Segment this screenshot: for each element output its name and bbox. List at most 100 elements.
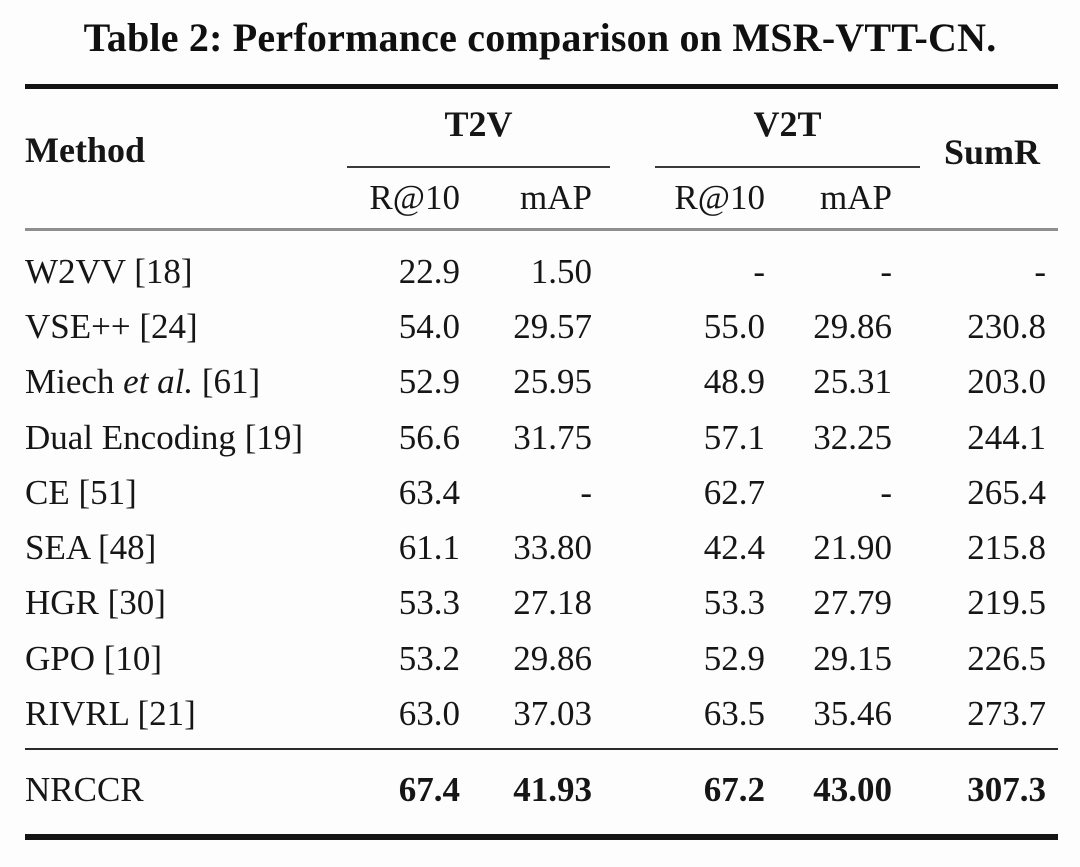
method-cell: W2VV [18] [25, 252, 310, 292]
sumr-cell: 273.7 [967, 694, 1046, 734]
method-citation: [18] [134, 251, 193, 291]
v2t-r10-cell: - [753, 251, 765, 291]
v2t-map-cell: 32.25 [813, 417, 892, 457]
v2t-map-cell: - [880, 251, 892, 291]
t2v-map-cell: 37.03 [513, 694, 592, 734]
method-cell: SEA [48] [25, 528, 310, 568]
table-row: CE [51] 63.4 - 62.7 - 265.4 [25, 465, 1046, 520]
method-cell: RIVRL [21] [25, 694, 310, 734]
method-cell: HGR [30] [25, 583, 310, 623]
sumr-cell: 226.5 [967, 638, 1046, 678]
header-t2v-map: mAP [520, 178, 592, 217]
method-cell: GPO [10] [25, 639, 310, 679]
top-rule [25, 84, 1058, 89]
t2v-map-cell: - [580, 472, 592, 512]
sumr-cell: 203.0 [967, 362, 1046, 402]
method-cell: Miech et al. [61] [25, 362, 310, 402]
v2t-r10-cell: 52.9 [703, 638, 765, 678]
header-group-t2v-label: T2V [444, 104, 513, 144]
t2v-r10-cell: 22.9 [398, 251, 460, 291]
v2t-r10-cell: 42.4 [703, 528, 765, 568]
t2v-map-cell: 25.95 [513, 362, 592, 402]
method-name: HGR [25, 583, 108, 623]
table-caption: Table 2: Performance comparison on MSR-V… [83, 15, 997, 60]
t2v-map-cell: 41.93 [513, 770, 592, 809]
t2v-r10-cell: 63.4 [398, 472, 460, 512]
table-header: Method T2V V2T SumR R@10 mAP R@10 mAP [25, 90, 1046, 230]
sumr-cell: - [1034, 251, 1046, 291]
method-citation: [51] [78, 472, 137, 512]
t2v-map-cell: 29.86 [513, 638, 592, 678]
bottom-rule [25, 834, 1058, 840]
sumr-cell: 244.1 [967, 417, 1046, 457]
table-row: Dual Encoding [19] 56.6 31.75 57.1 32.25… [25, 410, 1046, 465]
method-name: W2VV [25, 251, 135, 291]
method-name: RIVRL [25, 694, 138, 734]
method-name: Dual Encoding [25, 417, 245, 457]
v2t-map-cell: 25.31 [813, 362, 892, 402]
table-row: SEA [48] 61.1 33.80 42.4 21.90 215.8 [25, 520, 1046, 575]
sumr-cell: 230.8 [967, 306, 1046, 346]
v2t-map-cell: 29.86 [813, 306, 892, 346]
header-method: Method [25, 130, 145, 170]
v2t-r10-cell: 62.7 [703, 472, 765, 512]
method-cell: VSE++ [24] [25, 307, 310, 347]
t2v-r10-cell: 63.0 [398, 694, 460, 734]
t2v-r10-cell: 53.3 [398, 583, 460, 623]
table-row: RIVRL [21] 63.0 37.03 63.5 35.46 273.7 [25, 686, 1046, 741]
sumr-cell: 307.3 [967, 770, 1046, 809]
method-name: SEA [25, 528, 98, 568]
table-row: VSE++ [24] 54.0 29.57 55.0 29.86 230.8 [25, 299, 1046, 354]
t2v-map-cell: 31.75 [513, 417, 592, 457]
header-group-v2t: V2T [655, 98, 920, 168]
v2t-group-rule [655, 166, 920, 168]
method-name: Miech [25, 362, 124, 402]
table-row: HGR [30] 53.3 27.18 53.3 27.79 219.5 [25, 576, 1046, 631]
table-body: W2VV [18] 22.9 1.50 - - - VSE++ [24] 54.… [25, 244, 1046, 742]
method-name: GPO [25, 638, 104, 678]
t2v-group-rule [347, 166, 610, 168]
v2t-r10-cell: 63.5 [703, 694, 765, 734]
v2t-map-cell: 21.90 [813, 528, 892, 568]
v2t-r10-cell: 67.2 [703, 770, 765, 809]
method-citation: [61] [193, 362, 261, 402]
method-cell: Dual Encoding [19] [25, 418, 310, 458]
final-result-row: NRCCR 67.4 41.93 67.2 43.00 307.3 [25, 762, 1046, 818]
method-name: VSE++ [25, 306, 140, 346]
header-subrow: R@10 mAP R@10 mAP [25, 175, 1046, 220]
v2t-r10-cell: 55.0 [703, 306, 765, 346]
method-name: CE [25, 472, 79, 512]
header-v2t-map: mAP [820, 178, 892, 217]
table-row: GPO [10] 53.2 29.86 52.9 29.15 226.5 [25, 631, 1046, 686]
header-group-t2v: T2V [347, 98, 610, 168]
table-row: W2VV [18] 22.9 1.50 - - - [25, 244, 1046, 299]
header-bottom-rule [25, 228, 1058, 231]
t2v-r10-cell: 56.6 [398, 417, 460, 457]
t2v-r10-cell: 52.9 [398, 362, 460, 402]
header-sumr: SumR [943, 132, 1040, 172]
method-citation: [10] [103, 638, 163, 678]
method-citation: [30] [107, 583, 166, 623]
t2v-map-cell: 27.18 [513, 583, 592, 623]
sumr-cell: 215.8 [967, 528, 1046, 568]
t2v-r10-cell: 67.4 [398, 770, 460, 809]
pre-final-rule [25, 748, 1058, 750]
t2v-r10-cell: 54.0 [398, 306, 460, 346]
v2t-map-cell: 29.15 [813, 638, 892, 678]
v2t-r10-cell: 53.3 [703, 583, 765, 623]
t2v-map-cell: 1.50 [530, 251, 592, 291]
method-citation: [19] [244, 417, 303, 457]
sumr-cell: 265.4 [967, 472, 1046, 512]
sumr-cell: 219.5 [967, 583, 1046, 623]
method-name-italic: et al. [123, 362, 194, 402]
v2t-r10-cell: 57.1 [703, 417, 765, 457]
method-cell: NRCCR [25, 770, 144, 809]
header-v2t-r10: R@10 [674, 178, 765, 217]
method-citation: [21] [137, 694, 196, 734]
header-t2v-r10: R@10 [369, 178, 460, 217]
t2v-r10-cell: 53.2 [398, 638, 460, 678]
v2t-map-cell: 35.46 [813, 694, 892, 734]
t2v-map-cell: 33.80 [513, 528, 592, 568]
method-citation: [48] [97, 528, 157, 568]
